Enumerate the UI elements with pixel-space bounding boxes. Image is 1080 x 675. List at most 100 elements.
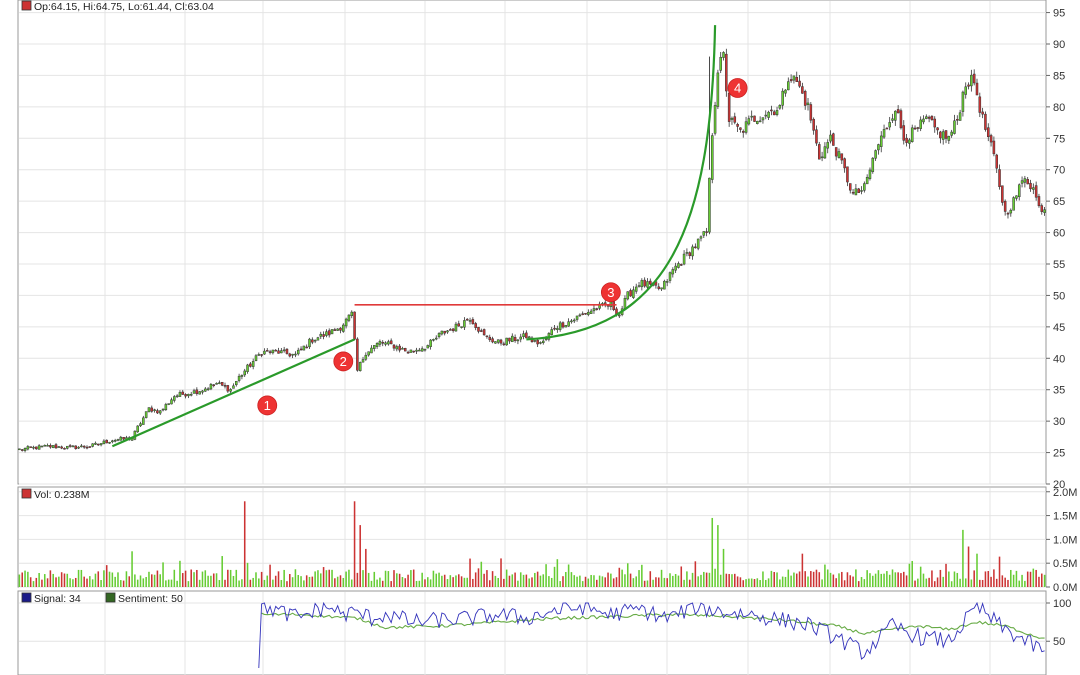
volume-bar xyxy=(190,569,192,587)
candle-body xyxy=(209,383,213,390)
candle-body xyxy=(705,231,708,233)
candle-body xyxy=(637,285,641,287)
volume-bar xyxy=(660,569,663,587)
candle-body xyxy=(153,409,156,411)
candle-body xyxy=(415,349,418,352)
volume-bar xyxy=(229,569,232,587)
candle-body xyxy=(243,370,246,376)
candle-body xyxy=(116,439,120,441)
volume-bar xyxy=(212,573,215,587)
volume-bar xyxy=(289,574,291,587)
volume-bar xyxy=(542,574,545,587)
candle-body xyxy=(77,446,80,449)
candle-body xyxy=(426,345,430,349)
volume-bar xyxy=(441,575,443,587)
volume-bar xyxy=(1024,580,1026,587)
candle-body xyxy=(522,333,525,337)
candle-body xyxy=(668,272,672,281)
candle-body xyxy=(564,325,568,328)
volume-bar xyxy=(900,573,902,587)
candle-body xyxy=(581,313,584,315)
candle-body xyxy=(465,318,469,321)
volume-bar xyxy=(514,572,516,587)
volume-bar xyxy=(252,577,254,587)
candle-body xyxy=(950,131,953,136)
candle-body xyxy=(71,445,75,448)
candle-body xyxy=(674,265,677,271)
volume-bar xyxy=(418,580,421,587)
volume-bar xyxy=(508,575,511,587)
volume-bar xyxy=(773,572,775,587)
candle-body xyxy=(268,351,272,353)
candle-body xyxy=(74,445,78,450)
volume-bar xyxy=(466,577,468,587)
volume-bar xyxy=(936,577,939,587)
volume-bar xyxy=(635,576,637,587)
volume-bar xyxy=(69,578,71,587)
volume-bar xyxy=(60,572,63,587)
candle-body xyxy=(1012,197,1015,211)
volume-bar xyxy=(812,571,815,587)
indicator-legend: Signal: 34 Sentiment: 50 xyxy=(21,592,183,605)
volume-bar xyxy=(708,572,711,587)
candle-body xyxy=(792,75,796,81)
candle-body xyxy=(632,289,635,298)
candle-body xyxy=(336,328,339,331)
price-tick-label: 55 xyxy=(1053,259,1065,271)
volume-bar xyxy=(373,571,376,587)
candle-body xyxy=(865,177,869,185)
volume-bar xyxy=(491,571,494,587)
candle-body xyxy=(781,90,784,106)
volume-bar xyxy=(691,572,694,587)
candle-body xyxy=(339,327,342,331)
price-tick-label: 20 xyxy=(1053,479,1065,491)
candle-body xyxy=(708,177,711,233)
volume-bar xyxy=(784,576,787,587)
volume-bar xyxy=(759,580,761,587)
volume-bar xyxy=(511,574,514,587)
candle-body xyxy=(308,338,311,348)
volume-bar xyxy=(962,529,964,587)
candle-body xyxy=(916,127,920,129)
candle-body xyxy=(1026,179,1029,185)
volume-bar xyxy=(801,553,804,587)
candle-body xyxy=(322,334,325,337)
candle-body xyxy=(350,311,354,316)
volume-bar xyxy=(266,575,269,587)
candle-body xyxy=(558,322,562,330)
candle-body xyxy=(930,115,934,121)
volume-bar xyxy=(105,565,108,587)
candle-body xyxy=(626,291,630,300)
candle-body xyxy=(384,342,387,345)
volume-bar xyxy=(184,570,187,587)
candle-body xyxy=(23,448,27,451)
volume-bar xyxy=(457,574,460,587)
candle-body xyxy=(358,362,362,372)
candle-body xyxy=(837,151,841,158)
volume-bar xyxy=(587,578,590,587)
candle-body xyxy=(97,443,100,446)
candle-body xyxy=(282,349,286,352)
volume-bar xyxy=(404,578,407,587)
volume-bar xyxy=(604,577,607,587)
candle-body xyxy=(446,330,449,333)
candle-body xyxy=(381,342,384,344)
volume-bar xyxy=(91,579,94,587)
volume-bar xyxy=(1043,574,1046,587)
candle-body xyxy=(122,437,125,440)
volume-bar xyxy=(151,574,153,587)
candle-body xyxy=(744,121,748,133)
volume-bar xyxy=(525,574,528,587)
volume-bar xyxy=(215,573,218,587)
candle-body xyxy=(578,314,582,317)
candle-body xyxy=(327,330,331,336)
candle-body xyxy=(778,105,782,109)
candle-body xyxy=(961,91,965,112)
volume-tick-label: 1.5M xyxy=(1053,511,1077,523)
volume-bar xyxy=(888,574,891,587)
candle-body xyxy=(868,169,872,179)
candle-body xyxy=(502,343,506,346)
volume-bar xyxy=(303,580,305,587)
volume-bar xyxy=(567,564,570,587)
candle-body xyxy=(485,335,489,338)
